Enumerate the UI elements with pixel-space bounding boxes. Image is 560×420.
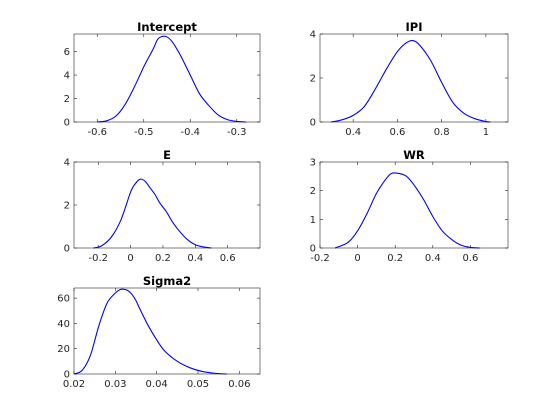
density-line-e (93, 178, 212, 249)
y-tick-label: 60 (57, 294, 70, 305)
x-tick-label: 0.05 (187, 379, 209, 390)
y-tick-label: 4 (64, 71, 70, 82)
x-tick-label: 0.02 (63, 379, 85, 390)
subplot-title: Sigma2 (143, 274, 191, 288)
y-tick-label: 0 (310, 244, 316, 255)
y-tick-label: 0 (64, 244, 70, 255)
y-tick-label: 3 (310, 158, 316, 169)
density-line-wr (334, 172, 480, 249)
x-tick-label: 0.2 (155, 253, 171, 264)
axes-frame (73, 33, 261, 123)
x-tick-label: 0.4 (425, 253, 441, 264)
density-line-sigma2 (73, 288, 227, 375)
density-line-ipi (330, 39, 491, 123)
axes-frame (73, 287, 261, 375)
y-tick-label: 0 (64, 370, 70, 381)
x-tick-label: -0.5 (134, 127, 154, 138)
x-tick-label: -0.2 (89, 253, 109, 264)
subplot-e: E -0.2 0 0.2 0.4 0.6 0 2 4 (64, 148, 261, 264)
axes-frame (319, 161, 509, 249)
x-tick-label: 0.6 (220, 253, 236, 264)
y-tick-label: 20 (57, 344, 70, 355)
x-tick-label: 0.6 (389, 127, 405, 138)
density-line-intercept (97, 35, 247, 123)
x-tick-label: 0.4 (345, 127, 361, 138)
y-tick-label: 2 (64, 94, 70, 105)
subplot-intercept: Intercept -0.6 -0.5 -0.4 -0.3 0 2 4 6 (64, 20, 261, 138)
x-tick-label: 0.06 (228, 379, 250, 390)
x-tick-label: 0.6 (462, 253, 478, 264)
y-tick-label: 2 (310, 186, 316, 197)
x-tick-label: 0.04 (146, 379, 168, 390)
y-tick-label: 40 (57, 319, 70, 330)
y-tick-label: 0 (310, 118, 316, 129)
y-tick-label: 4 (310, 30, 316, 41)
x-tick-label: 1 (483, 127, 489, 138)
subplot-title: IPI (406, 20, 423, 34)
x-tick-label: 0 (127, 253, 133, 264)
y-tick-label: 1 (310, 215, 316, 226)
subplot-title: Intercept (137, 20, 197, 34)
x-tick-label: -0.4 (180, 127, 200, 138)
x-tick-label: -0.2 (310, 253, 330, 264)
y-tick-label: 2 (64, 201, 70, 212)
x-tick-label: 0.2 (387, 253, 403, 264)
x-tick-label: 0 (354, 253, 360, 264)
x-tick-label: 0.8 (434, 127, 450, 138)
subplot-title: WR (403, 148, 425, 162)
y-tick-label: 0 (64, 118, 70, 129)
x-tick-label: -0.6 (87, 127, 107, 138)
x-tick-label: 0.4 (187, 253, 203, 264)
x-tick-label: -0.3 (227, 127, 247, 138)
subplot-sigma2: Sigma2 0.02 0.03 0.04 0.05 0.06 0 20 40 60 (57, 274, 261, 390)
x-tick-label: 0.03 (104, 379, 126, 390)
subplot-title: E (163, 148, 171, 162)
y-tick-label: 6 (64, 47, 70, 58)
subplot-ipi: IPI 0.4 0.6 0.8 1 0 2 4 (310, 20, 509, 138)
subplot-grid: Intercept -0.6 -0.5 -0.4 -0.3 0 2 4 6 IPI 0.4 0.6 0.… (57, 20, 509, 390)
y-tick-label: 4 (64, 158, 70, 169)
y-tick-label: 2 (310, 74, 316, 85)
